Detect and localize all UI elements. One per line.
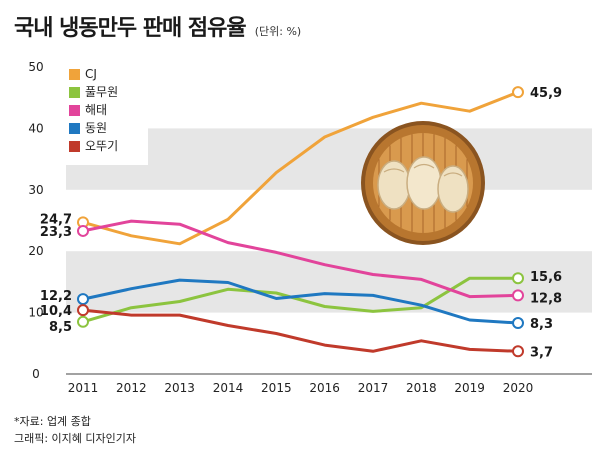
legend-label: 동원: [85, 121, 107, 135]
start-value-label: 12,2: [40, 289, 72, 304]
series-lines: [77, 86, 524, 358]
x-tick-label: 2014: [213, 381, 244, 395]
legend-swatch: [69, 105, 80, 116]
y-tick-label: 40: [28, 121, 43, 135]
chart-header: 국내 냉동만두 판매 점유율 (단위: %): [14, 10, 301, 42]
legend-label: 오뚜기: [85, 139, 118, 153]
y-tick-label: 10: [28, 306, 43, 320]
x-tick-label: 2013: [164, 381, 195, 395]
start-value-label: 23,3: [40, 225, 72, 240]
unit-label: (단위: %): [254, 25, 302, 38]
series-line: [82, 308, 519, 353]
end-marker: [512, 317, 524, 330]
start-marker: [77, 293, 89, 306]
background-band: [66, 251, 592, 313]
end-value-label: 45,9: [530, 86, 562, 101]
end-marker: [512, 289, 524, 302]
x-tick-label: 2015: [261, 381, 292, 395]
end-marker: [512, 86, 524, 99]
end-value-label: 3,7: [530, 345, 553, 360]
start-value-label: 10,4: [40, 304, 72, 319]
y-tick-label: 0: [32, 367, 40, 381]
end-value-label: 15,6: [530, 270, 562, 285]
start-value-label: 24,7: [40, 212, 72, 227]
data-labels: 24,7 45,9 8,5 15,6 23,3 12,8 12,2 8,3 10,4 3,7: [40, 86, 562, 360]
x-tick-label: 2017: [358, 381, 389, 395]
y-axis: 0 10 20 30 40 50: [28, 60, 592, 381]
source-note: *자료: 업계 종합: [14, 415, 91, 428]
x-tick-label: 2019: [454, 381, 485, 395]
end-value-label: 12,8: [530, 291, 562, 306]
graphic-credit: 그래픽: 이지혜 디자인기자: [14, 432, 137, 445]
dumpling-steamer-icon: [361, 121, 485, 245]
legend-swatch: [69, 141, 80, 152]
start-value-label: 8,5: [49, 320, 72, 335]
chart-footer: *자료: 업계 종합 그래픽: 이지혜 디자인기자: [14, 413, 136, 447]
start-marker: [77, 315, 89, 328]
y-tick-label: 30: [28, 183, 43, 197]
background-bands: [66, 128, 592, 313]
series-line: [82, 219, 519, 299]
x-tick-label: 2018: [406, 381, 437, 395]
legend-swatch: [69, 123, 80, 134]
legend-swatch: [69, 69, 80, 80]
legend-label: 해태: [85, 103, 107, 117]
legend-label: 풀무원: [85, 85, 118, 99]
legend-label: CJ: [85, 67, 97, 81]
chart-title: 국내 냉동만두 판매 점유율: [14, 16, 247, 41]
x-tick-label: 2020: [503, 381, 534, 395]
x-tick-label: 2012: [116, 381, 147, 395]
series-line: [82, 278, 519, 325]
x-tick-label: 2016: [309, 381, 340, 395]
background-band: [66, 128, 592, 190]
y-tick-label: 20: [28, 244, 43, 258]
series-line: [82, 90, 519, 246]
end-value-label: 8,3: [530, 317, 553, 332]
start-marker: [77, 224, 89, 237]
legend-swatch: [69, 87, 80, 98]
x-axis: 2011 2012 2013 2014 2015 2016 2017 2018 2019 2020: [68, 381, 534, 395]
end-marker: [512, 345, 524, 358]
start-marker: [77, 304, 89, 317]
series-line: [82, 276, 518, 324]
end-marker: [512, 272, 524, 285]
x-tick-label: 2011: [68, 381, 99, 395]
y-tick-label: 50: [28, 60, 43, 74]
